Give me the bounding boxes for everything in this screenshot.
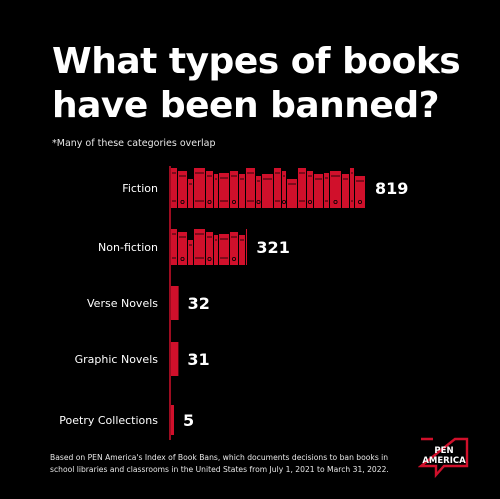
- book-spine: [188, 179, 193, 208]
- book-spine: [230, 171, 238, 208]
- value-label: 32: [188, 294, 210, 313]
- book-spine: [355, 176, 365, 208]
- book-spine: [171, 168, 177, 208]
- book-spine: [178, 232, 187, 265]
- logo-line-2: AMERICA: [422, 456, 466, 466]
- book-spine: [246, 168, 255, 208]
- book-spine: [171, 405, 174, 435]
- book-spine: [194, 229, 205, 265]
- book-spine: [239, 235, 245, 265]
- book-spine: [350, 168, 354, 208]
- book-spine: [246, 229, 247, 265]
- book-spine: [287, 179, 297, 208]
- bar-verse-novels: [171, 286, 179, 320]
- speech-bubble-icon: [417, 437, 469, 479]
- source-footnote: Based on PEN America's Index of Book Ban…: [50, 453, 389, 474]
- category-label: Non-fiction: [98, 241, 158, 254]
- chart-subtitle: *Many of these categories overlap: [52, 138, 216, 149]
- logo-text: PEN AMERICA: [418, 446, 470, 466]
- book-spine: [314, 174, 323, 208]
- book-spine: [171, 286, 179, 320]
- book-spine: [230, 232, 238, 265]
- book-spine: [324, 173, 329, 208]
- chart-title: What types of books have been banned?: [52, 41, 461, 126]
- bar-poetry-collections: [171, 405, 174, 435]
- book-spine: [282, 171, 286, 208]
- pen-america-logo: PEN AMERICA: [417, 436, 470, 480]
- book-spine: [330, 171, 341, 208]
- value-label: 5: [183, 411, 194, 430]
- book-spine: [194, 168, 205, 208]
- category-label: Graphic Novels: [75, 353, 159, 366]
- book-spine: [188, 240, 193, 265]
- book-spine: [214, 235, 218, 265]
- category-label: Verse Novels: [87, 297, 158, 310]
- bar-fiction: [171, 168, 365, 208]
- value-label: 31: [187, 350, 209, 369]
- book-spine: [219, 234, 229, 265]
- book-spine: [298, 168, 306, 208]
- book-spine: [307, 171, 313, 208]
- value-label: 819: [375, 179, 408, 198]
- book-spine: [262, 174, 273, 208]
- book-spine: [219, 173, 229, 208]
- book-spine: [274, 168, 281, 208]
- book-spine: [206, 171, 213, 208]
- book-spine: [178, 171, 187, 208]
- value-label: 321: [256, 238, 289, 257]
- category-label: Poetry Collections: [59, 414, 158, 427]
- category-label: Fiction: [122, 182, 158, 195]
- book-spine: [171, 342, 179, 376]
- book-spine: [342, 174, 349, 208]
- bar-non-fiction: [171, 229, 247, 265]
- book-spine: [171, 229, 177, 265]
- book-spine: [239, 174, 245, 208]
- book-spine: [206, 232, 213, 265]
- bar-graphic-novels: [171, 342, 179, 376]
- book-spine: [256, 176, 261, 208]
- book-spine: [214, 174, 218, 208]
- logo-line-1: PEN: [434, 446, 454, 456]
